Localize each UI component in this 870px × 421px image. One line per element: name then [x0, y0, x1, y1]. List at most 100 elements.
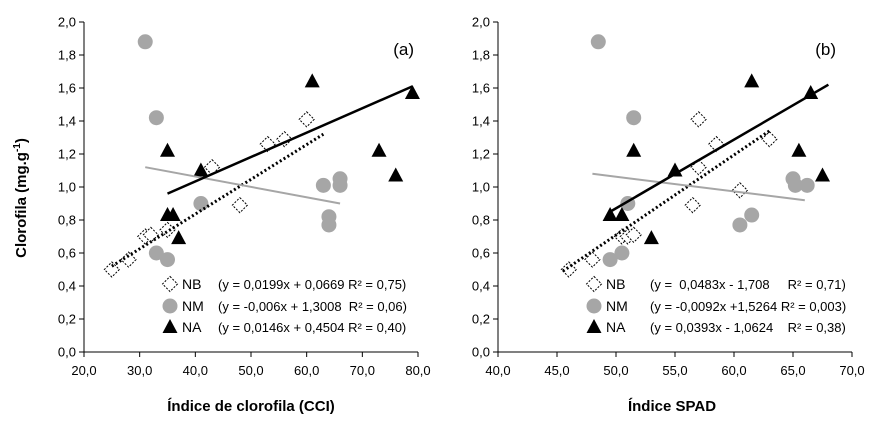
panel-b-y-tick-label: 1,0 [472, 180, 490, 195]
panel-b-na-point [602, 207, 618, 222]
panel-b-x-axis-title: Índice SPAD [628, 398, 716, 415]
panel-b-nm-point [799, 177, 815, 193]
panel-b-x-tick-label: 40,0 [485, 363, 510, 378]
panel-b-y-tick-label: 2,0 [472, 15, 490, 30]
panel-a-legend-nm-label: NM [182, 298, 204, 314]
panel-b-legend-na-label: NA [606, 319, 626, 335]
panel-b-y-tick-label: 0,2 [472, 312, 490, 327]
panel-b-na-point [803, 84, 819, 99]
panel-b-y-tick-label: 1,2 [472, 147, 490, 162]
panel-b-nb-point [761, 130, 778, 148]
panel-b-legend-nb-equation: (y = 0,0483x - 1,708 R² = 0,71) [650, 277, 846, 292]
panel-a-y-tick-label: 1,2 [58, 147, 76, 162]
panel-b-x-tick-label: 60,0 [721, 363, 746, 378]
panel-b-nb-point [625, 226, 642, 244]
panel-b-legend-na-marker [586, 319, 602, 333]
panel-a-legend-nb-equation: (y = 0,0199x + 0,0669 R² = 0,75) [218, 277, 406, 292]
panel-b-na-point [614, 207, 630, 222]
panel-b-nm-point [787, 177, 803, 193]
panel-b-y-tick-label: 1,6 [472, 81, 490, 96]
panel-a-nb-trendline [111, 132, 325, 268]
panel-a-nb-point [298, 111, 315, 128]
panel-b-na-trendline [609, 83, 830, 213]
panel-b-x-tick-label: 65,0 [780, 363, 805, 378]
panel-b-nm-point [614, 245, 630, 261]
panel-b-label: (b) [815, 40, 836, 59]
panel-a-nb-point [120, 251, 137, 268]
panel-b-nb-trendline [562, 129, 771, 273]
panel-a-legend-na-marker [162, 319, 178, 333]
panel-b-na-point [815, 167, 830, 182]
panel-b-nm-trendline [592, 172, 805, 202]
panel-a-label: (a) [393, 40, 414, 59]
panel-b-y-tick-label: 1,8 [472, 48, 490, 63]
panel-a-legend-nb-label: NB [182, 276, 201, 292]
panel-a-x-tick-label: 60,0 [294, 363, 319, 378]
panel-a-na-point [404, 84, 420, 99]
panel-b-x-tick-label: 70,0 [839, 363, 864, 378]
panel-a-x-tick-label: 20,0 [71, 363, 96, 378]
panel-b-nm-point [590, 34, 606, 50]
panel-a-y-tick-label: 0,8 [58, 213, 76, 228]
panel-a-nm-point [137, 34, 153, 50]
panel-a-y-tick-label: 2,0 [58, 15, 76, 30]
panel-a-y-tick-label: 0,4 [58, 279, 76, 294]
panel-a-nm-point [148, 245, 164, 261]
panel-b-nm-point [732, 217, 748, 233]
panel-a-nm-point [160, 252, 175, 268]
panel-a-x-tick-label: 80,0 [405, 363, 430, 378]
panel-a-na-point [165, 207, 181, 222]
panel-a-legend-nm-equation: (y = -0,006x + 1,3008 R² = 0,06) [218, 299, 407, 314]
panel-b-nm-point [626, 110, 642, 126]
panel-b-legend-nm-label: NM [606, 298, 628, 314]
panel-b-legend-nm-equation: (y = -0,0092x +1,5264 R² = 0,003) [650, 299, 846, 314]
panel-a-nm-point [332, 171, 348, 187]
panel-a-nb-point [231, 196, 249, 214]
panel-a-na-point [171, 230, 187, 245]
panel-a-y-tick-label: 0,0 [58, 345, 76, 360]
chart-panel-a: (a) Índice de clorofila (CCI) 0,0 0,2 0,4 0… [58, 15, 431, 416]
panel-a-nm-point [148, 110, 164, 126]
panel-a-x-tick-label: 40,0 [183, 363, 208, 378]
panel-b-na-point [744, 73, 760, 88]
panel-a-y-tick-label: 1,6 [58, 81, 76, 96]
panel-b-y-tick-label: 0,0 [472, 345, 490, 360]
panel-a-y-tick-label: 0,6 [58, 246, 76, 261]
panel-b-legend-nm-marker [586, 298, 602, 314]
y-axis-title-sup: -1 [12, 143, 23, 152]
panel-b-y-tick-label: 0,8 [472, 213, 490, 228]
panel-b-nm-point [744, 207, 760, 223]
panel-a-na-point [388, 167, 404, 182]
panel-a-nb-point [103, 261, 121, 278]
y-axis-title-main: Clorofila (mg.g [13, 152, 30, 258]
panel-b-nb-point [584, 251, 601, 268]
panel-a-x-tick-label: 30,0 [127, 363, 152, 378]
panel-a-nm-point [193, 196, 209, 211]
panel-a-x-tick-label: 70,0 [350, 363, 375, 378]
panel-a-y-tick-label: 1,0 [58, 180, 76, 195]
panel-b-nb-point [690, 111, 707, 128]
panel-b-legend-na-equation: (y = 0,0393x - 1,0624 R² = 0,38) [650, 320, 846, 335]
panel-a-nm-point [321, 209, 337, 225]
panel-b-nb-point [684, 196, 701, 214]
y-axis-title-close: ) [13, 138, 30, 143]
panel-a-nm-trendline [145, 166, 341, 205]
chart-panel-b: (b) Índice SPAD 0,0 0,2 0,4 0,6 0,8 1,0 1,2 1,4… [472, 15, 865, 416]
y-axis-title: Clorofila (mg.g-1) [12, 138, 30, 258]
panel-b-nb-point [731, 182, 749, 199]
panel-a-nm-point [315, 177, 331, 193]
panel-b-x-tick-label: 50,0 [603, 363, 628, 378]
panel-b-y-tick-label: 1,4 [472, 114, 490, 129]
panel-a-na-point [160, 142, 175, 157]
panel-a-na-point [193, 162, 209, 177]
panel-b-legend-nb-label: NB [606, 276, 625, 292]
panel-b-y-tick-label: 0,4 [472, 279, 490, 294]
panel-a-x-axis-title: Índice de clorofila (CCI) [167, 398, 335, 415]
panel-b-na-point [643, 230, 659, 245]
panel-b-y-tick-label: 0,6 [472, 246, 490, 261]
panel-b-nm-point [602, 252, 618, 268]
panel-a-legend-na-label: NA [182, 319, 202, 335]
panel-a-y-tick-label: 1,8 [58, 48, 76, 63]
panel-a-legend-na-equation: (y = 0,0146x + 0,4504 R² = 0,40) [218, 320, 406, 335]
